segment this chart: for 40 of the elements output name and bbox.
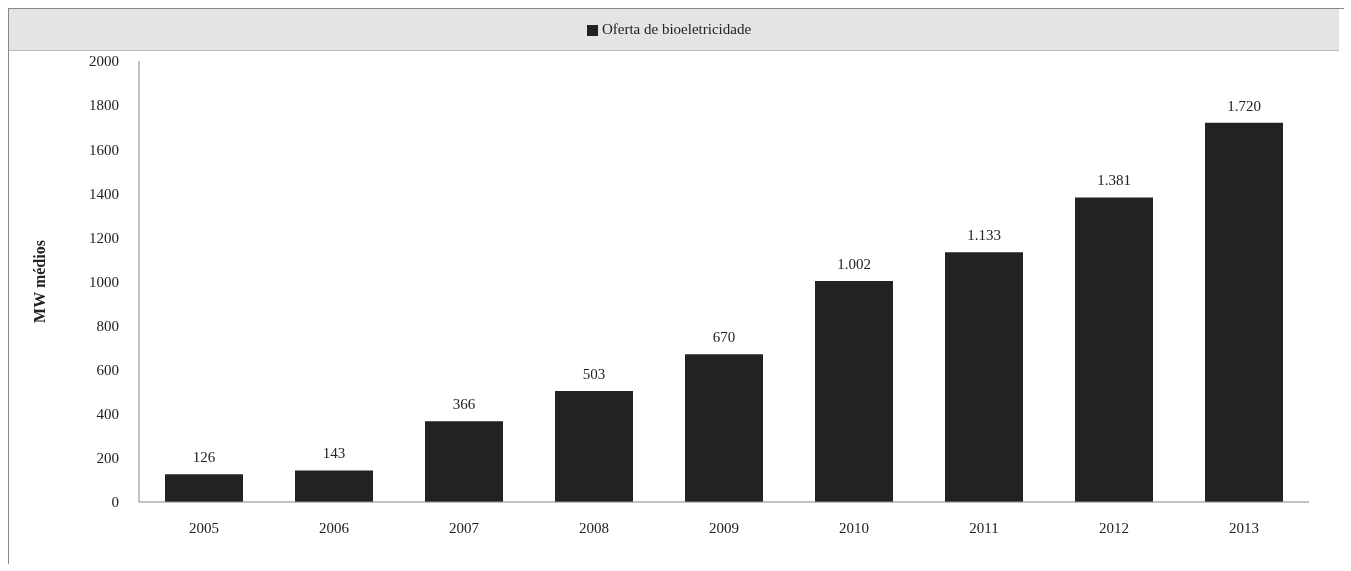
bar — [295, 470, 373, 502]
y-tick-label: 600 — [96, 362, 119, 379]
text: 1.720 — [1227, 97, 1261, 114]
text: 1.133 — [967, 227, 1001, 244]
bar — [685, 354, 763, 502]
y-tick-label: 2000 — [89, 53, 119, 70]
text: 1.002 — [837, 256, 871, 273]
bar — [555, 391, 633, 502]
text: 143 — [322, 445, 346, 462]
y-tick-label: 200 — [96, 450, 119, 467]
y-tick-label: 1200 — [89, 229, 119, 246]
y-tick-label: 1600 — [89, 141, 119, 158]
text: 366 — [452, 396, 476, 413]
text: 126 — [192, 449, 216, 466]
bar — [815, 281, 893, 502]
x-tick-label: 2009 — [709, 519, 739, 536]
y-tick-label: 400 — [96, 406, 119, 423]
text: 1.381 — [1097, 172, 1131, 189]
x-tick-label: 2005 — [189, 519, 219, 536]
x-tick-label: 2008 — [579, 519, 609, 536]
x-tick-label: 2013 — [1229, 519, 1259, 536]
y-tick-label: 1800 — [89, 97, 119, 114]
y-tick-label: 1000 — [89, 273, 119, 290]
x-tick-label: 2006 — [319, 519, 350, 536]
x-tick-label: 2011 — [969, 519, 999, 536]
legend-label: Oferta de bioeletricidade — [601, 21, 752, 37]
y-tick-label: 800 — [96, 317, 119, 334]
bar — [165, 474, 243, 502]
y-tick-label: 0 — [111, 494, 119, 511]
y-tick-label: 1400 — [89, 185, 119, 202]
bar — [1205, 122, 1283, 502]
text: 670 — [712, 329, 736, 346]
x-tick-label: 2010 — [839, 519, 869, 536]
y-axis-title: MW médios — [30, 240, 48, 323]
bar — [945, 252, 1023, 502]
x-tick-label: 2012 — [1099, 519, 1129, 536]
text: 503 — [582, 366, 606, 383]
x-tick-label: 2007 — [449, 519, 480, 536]
bar — [425, 421, 503, 502]
bar — [1075, 197, 1153, 502]
